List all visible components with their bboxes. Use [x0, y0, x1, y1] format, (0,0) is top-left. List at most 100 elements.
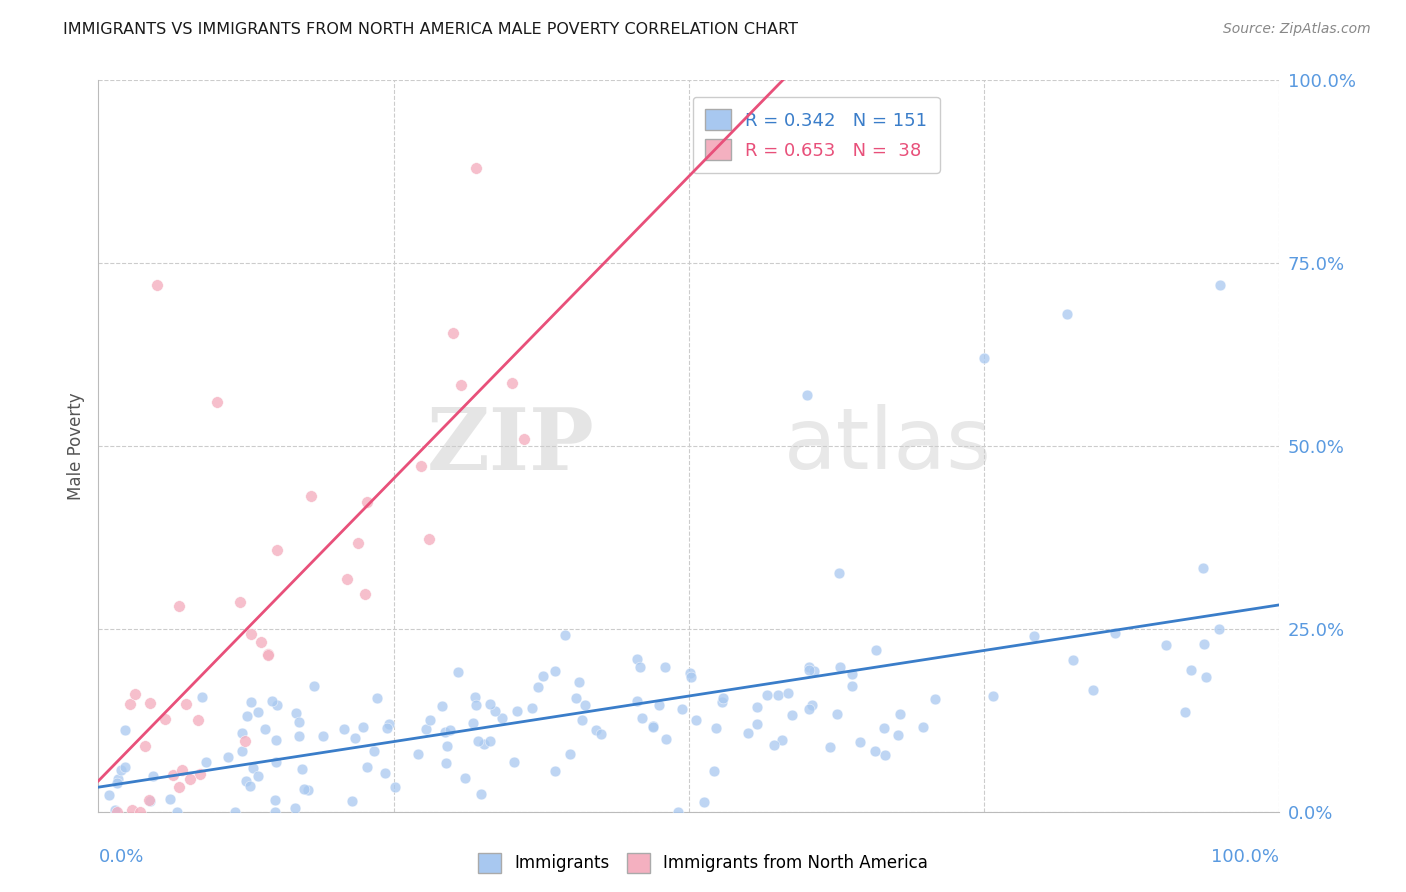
- Point: [114, 723, 136, 738]
- Text: atlas: atlas: [783, 404, 991, 488]
- Point: [628, 659, 651, 673]
- Point: [501, 376, 523, 391]
- Point: [666, 805, 689, 819]
- Point: [1191, 561, 1213, 575]
- Point: [470, 787, 492, 801]
- Point: [235, 774, 257, 789]
- Point: [484, 704, 506, 718]
- Point: [138, 793, 160, 807]
- Text: Source: ZipAtlas.com: Source: ZipAtlas.com: [1223, 22, 1371, 37]
- Point: [643, 720, 665, 734]
- Point: [172, 763, 194, 777]
- Point: [827, 706, 849, 721]
- Point: [142, 769, 165, 783]
- Point: [1081, 683, 1104, 698]
- Point: [770, 732, 793, 747]
- Point: [224, 805, 246, 819]
- Point: [679, 665, 702, 680]
- Point: [114, 760, 136, 774]
- Point: [589, 726, 612, 740]
- Point: [436, 739, 458, 754]
- Point: [288, 729, 311, 743]
- Point: [162, 768, 184, 782]
- Point: [841, 679, 863, 693]
- Point: [1195, 670, 1218, 684]
- Point: [441, 326, 464, 340]
- Point: [1104, 626, 1126, 640]
- Point: [464, 690, 486, 705]
- Point: [257, 648, 280, 662]
- Point: [1154, 638, 1177, 652]
- Point: [762, 738, 785, 752]
- Point: [285, 706, 308, 720]
- Point: [374, 766, 396, 780]
- Point: [502, 756, 524, 770]
- Point: [865, 642, 887, 657]
- Point: [353, 587, 375, 601]
- Point: [239, 779, 262, 793]
- Point: [654, 659, 676, 673]
- Point: [797, 702, 820, 716]
- Point: [229, 595, 252, 609]
- Point: [415, 723, 437, 737]
- Point: [472, 738, 495, 752]
- Point: [527, 680, 550, 694]
- Point: [464, 698, 486, 712]
- Point: [450, 377, 472, 392]
- Point: [432, 698, 454, 713]
- Point: [454, 771, 477, 785]
- Point: [256, 648, 278, 662]
- Text: IMMIGRANTS VS IMMIGRANTS FROM NORTH AMERICA MALE POVERTY CORRELATION CHART: IMMIGRANTS VS IMMIGRANTS FROM NORTH AMER…: [63, 22, 799, 37]
- Point: [363, 744, 385, 758]
- Point: [828, 659, 851, 673]
- Point: [146, 278, 169, 293]
- Point: [873, 722, 896, 736]
- Legend: R = 0.342   N = 151, R = 0.653   N =  38: R = 0.342 N = 151, R = 0.653 N = 38: [693, 96, 939, 173]
- Point: [626, 651, 648, 665]
- Point: [803, 664, 825, 678]
- Point: [522, 700, 544, 714]
- Point: [299, 489, 322, 503]
- Point: [174, 697, 197, 711]
- Point: [194, 755, 217, 769]
- Point: [254, 722, 277, 736]
- Point: [973, 351, 995, 366]
- Point: [801, 698, 824, 712]
- Text: 0.0%: 0.0%: [98, 848, 143, 866]
- Text: 100.0%: 100.0%: [1212, 848, 1279, 866]
- Point: [755, 688, 778, 702]
- Point: [924, 692, 946, 706]
- Point: [105, 776, 128, 790]
- Point: [239, 695, 262, 709]
- Point: [166, 805, 188, 819]
- Point: [1022, 629, 1045, 643]
- Point: [139, 696, 162, 710]
- Point: [98, 788, 121, 802]
- Point: [104, 805, 127, 819]
- Point: [406, 747, 429, 761]
- Point: [648, 698, 671, 713]
- Point: [465, 161, 488, 175]
- Point: [818, 739, 841, 754]
- Point: [134, 739, 156, 754]
- Point: [191, 690, 214, 704]
- Point: [841, 666, 863, 681]
- Y-axis label: Male Poverty: Male Poverty: [66, 392, 84, 500]
- Point: [1174, 706, 1197, 720]
- Point: [344, 731, 367, 745]
- Point: [347, 535, 370, 549]
- Point: [287, 714, 309, 729]
- Point: [104, 803, 127, 817]
- Point: [378, 717, 401, 731]
- Point: [352, 720, 374, 734]
- Point: [533, 669, 555, 683]
- Point: [333, 722, 356, 736]
- Point: [1194, 637, 1216, 651]
- Point: [780, 708, 803, 723]
- Point: [568, 675, 591, 690]
- Point: [434, 756, 457, 771]
- Point: [447, 665, 470, 679]
- Point: [565, 690, 588, 705]
- Point: [264, 793, 287, 807]
- Point: [231, 744, 253, 758]
